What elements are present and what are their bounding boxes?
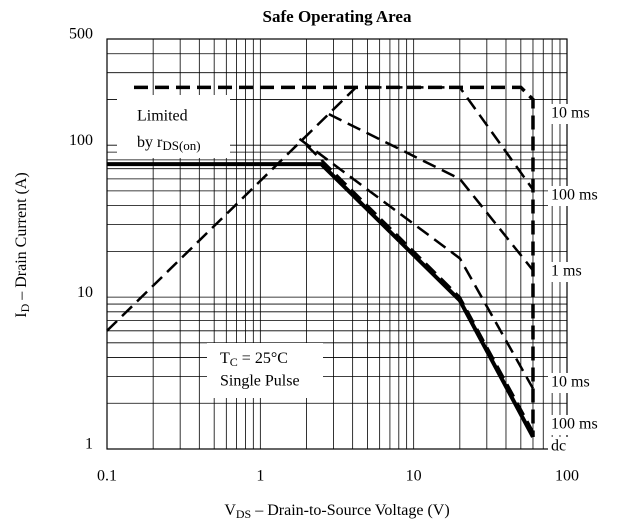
label-bg bbox=[548, 186, 614, 206]
series-line bbox=[367, 86, 534, 191]
series-line bbox=[305, 144, 535, 433]
label-bg bbox=[548, 104, 614, 124]
annotation-part: C bbox=[230, 355, 238, 369]
annotation: by rDS(on) bbox=[137, 134, 201, 153]
series-line bbox=[107, 162, 535, 438]
annotation-box bbox=[207, 343, 323, 398]
plot-frame bbox=[106, 38, 568, 450]
annotation-part: = 25°C bbox=[238, 350, 288, 367]
y-tick-label: 500 bbox=[69, 26, 93, 43]
series-label: 10 ms bbox=[551, 374, 590, 391]
y-tick-label: 1 bbox=[85, 436, 93, 453]
x-tick-label: 0.1 bbox=[97, 468, 117, 485]
annotation-box bbox=[117, 95, 230, 158]
y-tick-label: 100 bbox=[69, 132, 93, 149]
annotation: TC = 25°C bbox=[220, 350, 288, 369]
y-tick-label: 10 bbox=[77, 284, 93, 301]
label-bg bbox=[548, 373, 614, 393]
annotation: Limited bbox=[137, 108, 188, 125]
x-tick-label: 10 bbox=[406, 468, 422, 485]
annotation-part: DS(on) bbox=[162, 138, 200, 153]
label-bg bbox=[548, 415, 614, 435]
series-label: 100 ms bbox=[551, 187, 598, 204]
annotation-part: by r bbox=[137, 134, 163, 151]
series-line bbox=[298, 137, 535, 390]
annotation: Single Pulse bbox=[220, 373, 300, 390]
label-bg bbox=[548, 437, 614, 457]
series-label: 100 ms bbox=[551, 416, 598, 433]
chart-title: Safe Operating Area bbox=[263, 7, 412, 26]
y-axis-label: ID – Drain Current (A) bbox=[13, 172, 32, 318]
series-line bbox=[106, 86, 357, 332]
label-bg bbox=[548, 262, 614, 282]
x-tick-label: 1 bbox=[256, 468, 264, 485]
series-line bbox=[328, 113, 534, 272]
series-label: 1 ms bbox=[551, 263, 582, 280]
annotation-part: T bbox=[220, 350, 230, 367]
x-axis-label: VDS – Drain-to-Source Voltage (V) bbox=[224, 502, 449, 521]
series-label: 10 ms bbox=[551, 105, 590, 122]
series-line bbox=[134, 85, 535, 437]
x-tick-label: 100 bbox=[555, 468, 579, 485]
series-label: dc bbox=[551, 438, 566, 455]
